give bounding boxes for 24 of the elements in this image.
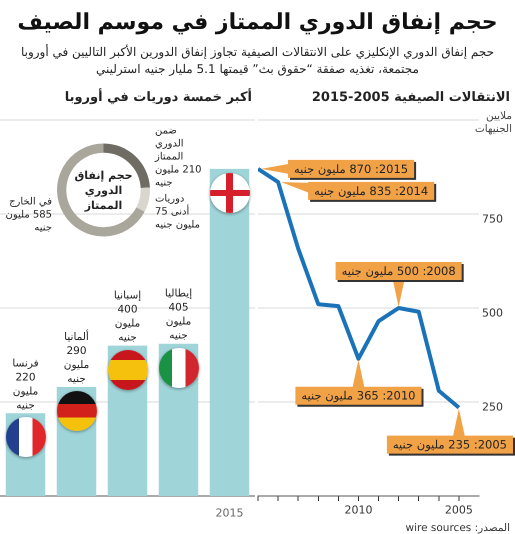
- x-tick-label: 2010: [344, 503, 372, 516]
- slice-label: في الخارج: [9, 196, 52, 208]
- annotation: 2014: 835 مليون جنيه: [314, 184, 428, 198]
- annotation: 2005: 235 مليون جنيه: [392, 438, 508, 452]
- chart-title: الانتقالات الصيفية 2005-2015: [310, 90, 510, 105]
- chart-subtitle: حجم إنفاق الدوري الإنكليزي على الانتقالات الصيفية تجاوز إنفاق الدورين الأكبر التاليين في أوروبا مجتمعة، تغذيه صفقة “حقوق بث” قيمتها 5.1 مليار جنيه استرليني: [20, 44, 495, 78]
- annotation: 2015: 870 مليون جنيه: [294, 162, 408, 176]
- text: أكبر خمسة دوريات في أوروبا: [64, 90, 252, 105]
- y-axis-title: ملايين الجنيهات: [474, 110, 512, 136]
- data-label: 585 مليون جنيه: [6, 209, 52, 234]
- chart-title: حجم إنفاق الدوري الممتاز في موسم الصيف: [16, 10, 499, 35]
- bar: [210, 168, 250, 496]
- y-tick-label: 250: [482, 400, 503, 414]
- y-tick-label: 500: [482, 306, 503, 320]
- x-tick-label: 2005: [444, 503, 473, 516]
- data-label: 210 مليون جنيه: [155, 164, 202, 189]
- y-tick-label: 750: [482, 212, 503, 226]
- text: المصدر: wire sources: [404, 522, 510, 534]
- annotation: 2010: 365 مليون جنيه: [301, 388, 416, 403]
- annotation: 2008: 500 مليون جنيه: [342, 264, 456, 278]
- slice-label: دوريات أدنى 75 مليون جنيه: [155, 194, 200, 231]
- x-tick-label: 2015: [216, 506, 244, 520]
- text: حجم إنفاق الدوري الممتاز: [74, 169, 133, 212]
- slice-label: ضمن الدوري الممتاز: [154, 126, 184, 163]
